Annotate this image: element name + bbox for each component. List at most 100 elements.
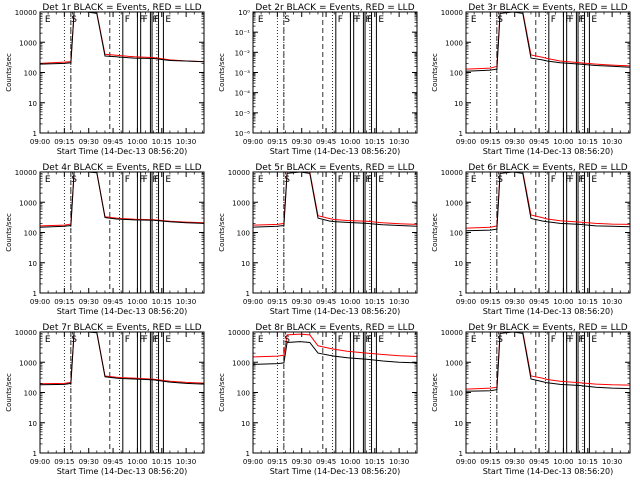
event-marker: F bbox=[367, 15, 372, 25]
x-tick-label: 09:15 bbox=[480, 298, 500, 306]
y-tick-label: 1 bbox=[459, 450, 463, 458]
x-axis-label: Start Time (14-Dec-13 08:56:20) bbox=[270, 307, 401, 316]
series-line-lld bbox=[466, 172, 630, 229]
x-axis-label: Start Time (14-Dec-13 08:56:20) bbox=[483, 467, 614, 476]
event-marker: F bbox=[338, 175, 343, 185]
series-line-events bbox=[466, 332, 630, 392]
chart-title: Det 9r BLACK = Events, RED = LLD bbox=[468, 323, 627, 333]
y-tick-label: 10000 bbox=[441, 169, 463, 177]
event-marker: F bbox=[125, 175, 130, 185]
x-tick-label: 10:30 bbox=[389, 298, 409, 306]
y-axis-label: Counts/sec bbox=[5, 213, 13, 252]
y-tick-label: 1000 bbox=[445, 39, 463, 47]
y-tick-label: 10 bbox=[454, 420, 463, 428]
y-tick-label: 10 bbox=[454, 100, 463, 108]
event-marker: F bbox=[338, 15, 343, 25]
x-tick-label: 10:15 bbox=[152, 458, 172, 466]
x-tick-label: 10:00 bbox=[340, 298, 360, 306]
event-marker: F bbox=[365, 175, 370, 185]
x-tick-label: 10:00 bbox=[127, 458, 147, 466]
x-tick-label: 10:00 bbox=[340, 458, 360, 466]
event-marker: F bbox=[580, 335, 585, 345]
y-tick-label: 100 bbox=[24, 230, 37, 238]
x-tick-label: 09:15 bbox=[54, 458, 74, 466]
event-marker: F bbox=[139, 175, 144, 185]
plot-area: E S F FF FF E bbox=[466, 332, 630, 453]
y-tick-label: 1000 bbox=[445, 359, 463, 367]
x-tick-label: 09:00 bbox=[30, 458, 50, 466]
y-tick-label: 1 bbox=[246, 450, 250, 458]
x-tick-label: 10:30 bbox=[389, 138, 409, 146]
y-tick-label: 10 bbox=[28, 100, 37, 108]
y-tick-label: 10000 bbox=[441, 329, 463, 337]
x-tick-label: 10:30 bbox=[176, 138, 196, 146]
chart-title: Det 3r BLACK = Events, RED = LLD bbox=[468, 3, 627, 13]
y-tick-label: 1000 bbox=[19, 199, 37, 207]
x-tick-label: 09:00 bbox=[456, 138, 476, 146]
x-tick-label: 09:45 bbox=[103, 298, 123, 306]
x-tick-label: 09:15 bbox=[480, 458, 500, 466]
x-tick-label: 10:00 bbox=[553, 138, 573, 146]
y-tick-label: 10⁻¹ bbox=[235, 29, 251, 37]
event-marker: E bbox=[165, 335, 171, 345]
series-line-lld bbox=[253, 333, 417, 358]
plot-area: E S F FF FF E bbox=[40, 172, 204, 293]
event-marker: E bbox=[45, 335, 51, 345]
plot-area: E S F FF FF E bbox=[466, 12, 630, 133]
event-marker: S bbox=[71, 335, 77, 345]
x-tick-label: 09:15 bbox=[54, 138, 74, 146]
y-tick-label: 10000 bbox=[228, 329, 250, 337]
event-marker: F bbox=[154, 175, 159, 185]
y-tick-label: 1000 bbox=[19, 359, 37, 367]
series-line-lld bbox=[40, 12, 204, 64]
event-marker: F bbox=[578, 175, 583, 185]
x-axis-label: Start Time (14-Dec-13 08:56:20) bbox=[270, 147, 401, 156]
event-marker: F bbox=[569, 335, 574, 345]
event-marker: F bbox=[578, 335, 583, 345]
y-tick-label: 1 bbox=[246, 290, 250, 298]
x-tick-label: 10:00 bbox=[340, 138, 360, 146]
y-tick-label: 1000 bbox=[232, 199, 250, 207]
x-tick-label: 09:00 bbox=[243, 458, 263, 466]
x-tick-label: 10:30 bbox=[176, 458, 196, 466]
event-marker: F bbox=[365, 15, 370, 25]
event-marker: F bbox=[580, 175, 585, 185]
plot-area: E S F FF FF E bbox=[466, 172, 630, 293]
event-marker: F bbox=[152, 175, 157, 185]
plot-area: E S F FF FF E bbox=[40, 332, 204, 453]
event-marker: F bbox=[580, 15, 585, 25]
event-marker: F bbox=[143, 15, 148, 25]
event-marker: E bbox=[258, 175, 264, 185]
y-tick-label: 100 bbox=[24, 70, 37, 78]
y-tick-label: 100 bbox=[237, 390, 250, 398]
event-marker: F bbox=[565, 175, 570, 185]
event-marker: F bbox=[551, 15, 556, 25]
y-tick-label: 1 bbox=[459, 130, 463, 138]
x-tick-label: 09:00 bbox=[456, 458, 476, 466]
x-tick-label: 09:30 bbox=[292, 298, 312, 306]
event-marker: S bbox=[497, 335, 503, 345]
event-marker: F bbox=[356, 335, 361, 345]
event-marker: E bbox=[165, 175, 171, 185]
event-marker: E bbox=[45, 175, 51, 185]
event-marker: F bbox=[152, 335, 157, 345]
event-marker: S bbox=[71, 175, 77, 185]
x-tick-label: 10:00 bbox=[553, 458, 573, 466]
x-tick-label: 09:00 bbox=[30, 138, 50, 146]
event-marker: F bbox=[352, 175, 357, 185]
x-tick-label: 10:30 bbox=[176, 298, 196, 306]
y-tick-label: 1000 bbox=[19, 39, 37, 47]
event-marker: F bbox=[551, 175, 556, 185]
event-marker: F bbox=[139, 15, 144, 25]
x-tick-label: 09:30 bbox=[505, 138, 525, 146]
event-marker: E bbox=[378, 175, 384, 185]
event-marker: F bbox=[352, 335, 357, 345]
y-tick-label: 100 bbox=[450, 230, 463, 238]
x-tick-label: 10:30 bbox=[389, 458, 409, 466]
